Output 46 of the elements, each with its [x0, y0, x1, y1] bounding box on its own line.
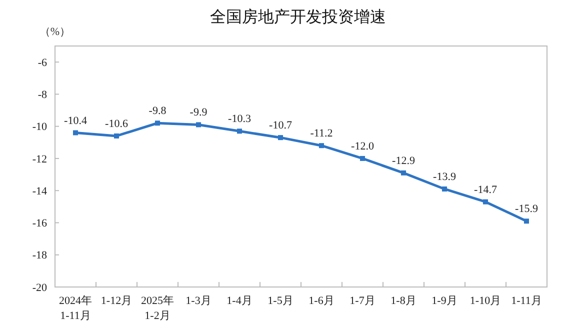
- text: -12.0: [351, 140, 374, 152]
- y-tick-label: -20: [32, 282, 48, 294]
- text: -13.9: [433, 170, 456, 183]
- x-tick-label: 1-10月: [470, 295, 502, 307]
- y-tick-label: -18: [32, 250, 48, 262]
- x-tick-label: 1-6月: [308, 295, 334, 307]
- y-tick-label: -12: [32, 153, 47, 166]
- x-tick-label: 2024年 1-11月: [59, 295, 92, 322]
- x-tick-label: 1-4月: [226, 295, 252, 307]
- y-tick-label: -10: [32, 121, 48, 134]
- text: -15.9: [515, 203, 538, 216]
- text: -9.8: [148, 105, 166, 118]
- point: [278, 135, 283, 140]
- x-tick-label: 2025年 1-2月: [141, 295, 174, 322]
- x-tick-label: 1-5月: [268, 295, 294, 307]
- y-tick-label: -16: [32, 218, 48, 230]
- x-tick-label: 1-12月: [100, 295, 132, 307]
- text: -11.2: [310, 128, 333, 140]
- x-tick-label: 1-9月: [432, 295, 458, 307]
- x-tick-label: 1-11月: [511, 295, 542, 307]
- text: -14.7: [474, 184, 497, 196]
- point: [155, 120, 160, 126]
- point: [196, 122, 201, 128]
- y-axis-title: （%）: [39, 26, 71, 38]
- point: [524, 218, 529, 224]
- x-tick-label: 1-7月: [350, 295, 376, 307]
- point: [237, 128, 242, 134]
- point: [401, 170, 406, 176]
- text: -10.6: [105, 118, 128, 130]
- text: -10.3: [228, 113, 251, 126]
- point: [114, 133, 119, 138]
- text: -10.4: [64, 114, 87, 127]
- point: [73, 130, 78, 136]
- text: -10.7: [269, 120, 292, 132]
- point: [319, 143, 324, 148]
- x-tick-label: 1-3月: [186, 295, 212, 307]
- point: [483, 199, 488, 204]
- y-tick-label: -8: [38, 89, 48, 102]
- point: [360, 156, 365, 161]
- x-tick-label: 1-8月: [390, 295, 416, 307]
- text: -12.9: [392, 154, 415, 167]
- chart-title: 全国房地产开发投资增速: [210, 7, 386, 26]
- y-tick-label: -14: [32, 185, 48, 198]
- point: [442, 186, 447, 192]
- y-tick-label: -6: [38, 56, 48, 69]
- text: -9.9: [190, 106, 208, 119]
